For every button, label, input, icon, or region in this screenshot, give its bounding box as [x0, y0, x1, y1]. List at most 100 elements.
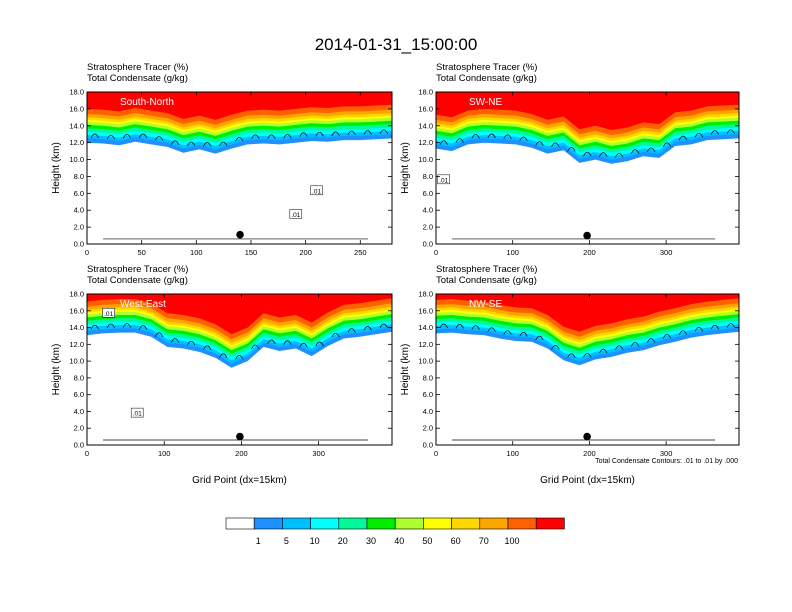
y-tick-label: 8.0	[423, 172, 433, 181]
contour-line	[315, 131, 324, 137]
contour-line	[631, 342, 640, 347]
contour-line	[662, 142, 672, 148]
contour-label: .01	[312, 188, 321, 195]
panel-label: South-North	[120, 97, 174, 108]
contour-line	[567, 353, 576, 358]
condensate-contours	[90, 323, 388, 441]
contour-line	[363, 326, 372, 331]
y-tick-label: 8.0	[74, 373, 84, 382]
y-tick-label: 6.0	[74, 189, 84, 198]
contour-line	[455, 138, 464, 143]
colorbar-label: 50	[422, 536, 432, 546]
tracer-band-level-11	[436, 92, 739, 130]
colorbar-label: 70	[479, 536, 489, 546]
contour-line	[283, 340, 292, 345]
colorbar-swatch	[282, 517, 311, 530]
x-tick-label: 0	[434, 248, 438, 257]
y-tick-label: 16.0	[69, 306, 84, 315]
contour-line	[694, 326, 704, 332]
x-tick-label: 200	[235, 449, 248, 458]
x-tick-label: 0	[85, 248, 89, 257]
contour-line	[710, 324, 719, 330]
x-tick-label: 200	[583, 248, 596, 257]
x-tick-label: 0	[434, 449, 438, 458]
y-tick-label: 10.0	[418, 357, 433, 366]
contour-line	[299, 132, 308, 137]
colorbar-swatch	[394, 517, 424, 530]
y-tick-label: 8.0	[74, 172, 84, 181]
y-tick-label: 16.0	[418, 104, 433, 113]
location-marker	[583, 432, 591, 441]
colorbar-label: 60	[451, 536, 461, 546]
contour-line	[283, 134, 292, 139]
y-tick-label: 18.0	[418, 88, 433, 97]
plot-frame	[435, 293, 740, 446]
x-tick-label: 100	[506, 449, 519, 458]
contour-line	[122, 134, 132, 139]
y-axis-label: Height (km)	[51, 344, 62, 396]
x-tick-label: 100	[190, 248, 203, 257]
y-tick-label: 12.0	[418, 138, 433, 147]
contour-line	[678, 330, 688, 335]
panel-title-tracer: Stratosphere Tracer (%)	[436, 264, 537, 275]
colorbar-label: 20	[338, 536, 348, 546]
colorbar-swatch	[451, 517, 481, 530]
contour-line	[439, 323, 448, 329]
colorbar-label: 10	[310, 536, 320, 546]
y-tick-label: 6.0	[423, 390, 433, 399]
contour-line	[439, 140, 448, 145]
contour-line	[187, 340, 196, 346]
y-tick-label: 18.0	[69, 290, 84, 299]
contour-line	[471, 325, 480, 330]
contour-line	[646, 338, 656, 343]
y-tick-label: 0.0	[74, 441, 84, 450]
panel-title-condensate: Total Condensate (g/kg)	[436, 275, 537, 286]
y-tick-label: 6.0	[423, 189, 433, 198]
tracer-band-level-11	[436, 294, 739, 332]
condensate-contours	[439, 129, 735, 240]
contour-line	[170, 338, 180, 343]
colorbar-swatch	[366, 517, 396, 530]
y-tick-label: 0.0	[423, 441, 433, 450]
contour-line	[106, 323, 116, 329]
contour-line	[138, 133, 148, 139]
panel-label: West-East	[120, 299, 166, 310]
colorbar: 1 5 10 20 30 40 50 60 70 100	[225, 517, 565, 546]
x-tick-label: 100	[158, 449, 171, 458]
contour-line	[331, 332, 340, 338]
colorbar-label: 1	[256, 536, 261, 546]
contour-line	[646, 147, 656, 153]
contour-line	[551, 345, 560, 350]
contour-line	[106, 134, 116, 140]
panel-title-condensate: Total Condensate (g/kg)	[87, 73, 188, 84]
panel-title-tracer: Stratosphere Tracer (%)	[87, 264, 188, 275]
contour-label-box	[130, 407, 144, 418]
contour-line	[251, 134, 260, 140]
contour-label-box	[310, 185, 323, 196]
contour-line	[251, 344, 260, 350]
contour-line	[694, 132, 704, 138]
x-tick-label: 0	[85, 449, 89, 458]
contour-line	[503, 330, 512, 335]
contour-label: .01	[133, 411, 142, 418]
x-tick-label: 100	[506, 248, 519, 257]
contour-line	[519, 332, 528, 337]
panel-title-tracer: Stratosphere Tracer (%)	[87, 62, 188, 73]
x-tick-label: 300	[660, 248, 673, 257]
contour-line	[347, 328, 356, 333]
x-tick-label: 150	[245, 248, 258, 257]
contour-line	[710, 130, 719, 135]
contour-line	[631, 149, 640, 154]
y-tick-label: 2.0	[423, 223, 433, 232]
contour-line	[615, 345, 624, 350]
tracer-band-level-11	[87, 294, 392, 335]
contour-line	[726, 323, 735, 328]
tracer-field	[87, 92, 392, 240]
contour-line	[138, 325, 148, 330]
y-axis-label: Height (km)	[400, 142, 411, 194]
contour-line	[267, 134, 276, 140]
contour-line	[235, 355, 244, 360]
y-tick-label: 14.0	[69, 121, 84, 130]
y-tick-label: 18.0	[69, 88, 84, 97]
